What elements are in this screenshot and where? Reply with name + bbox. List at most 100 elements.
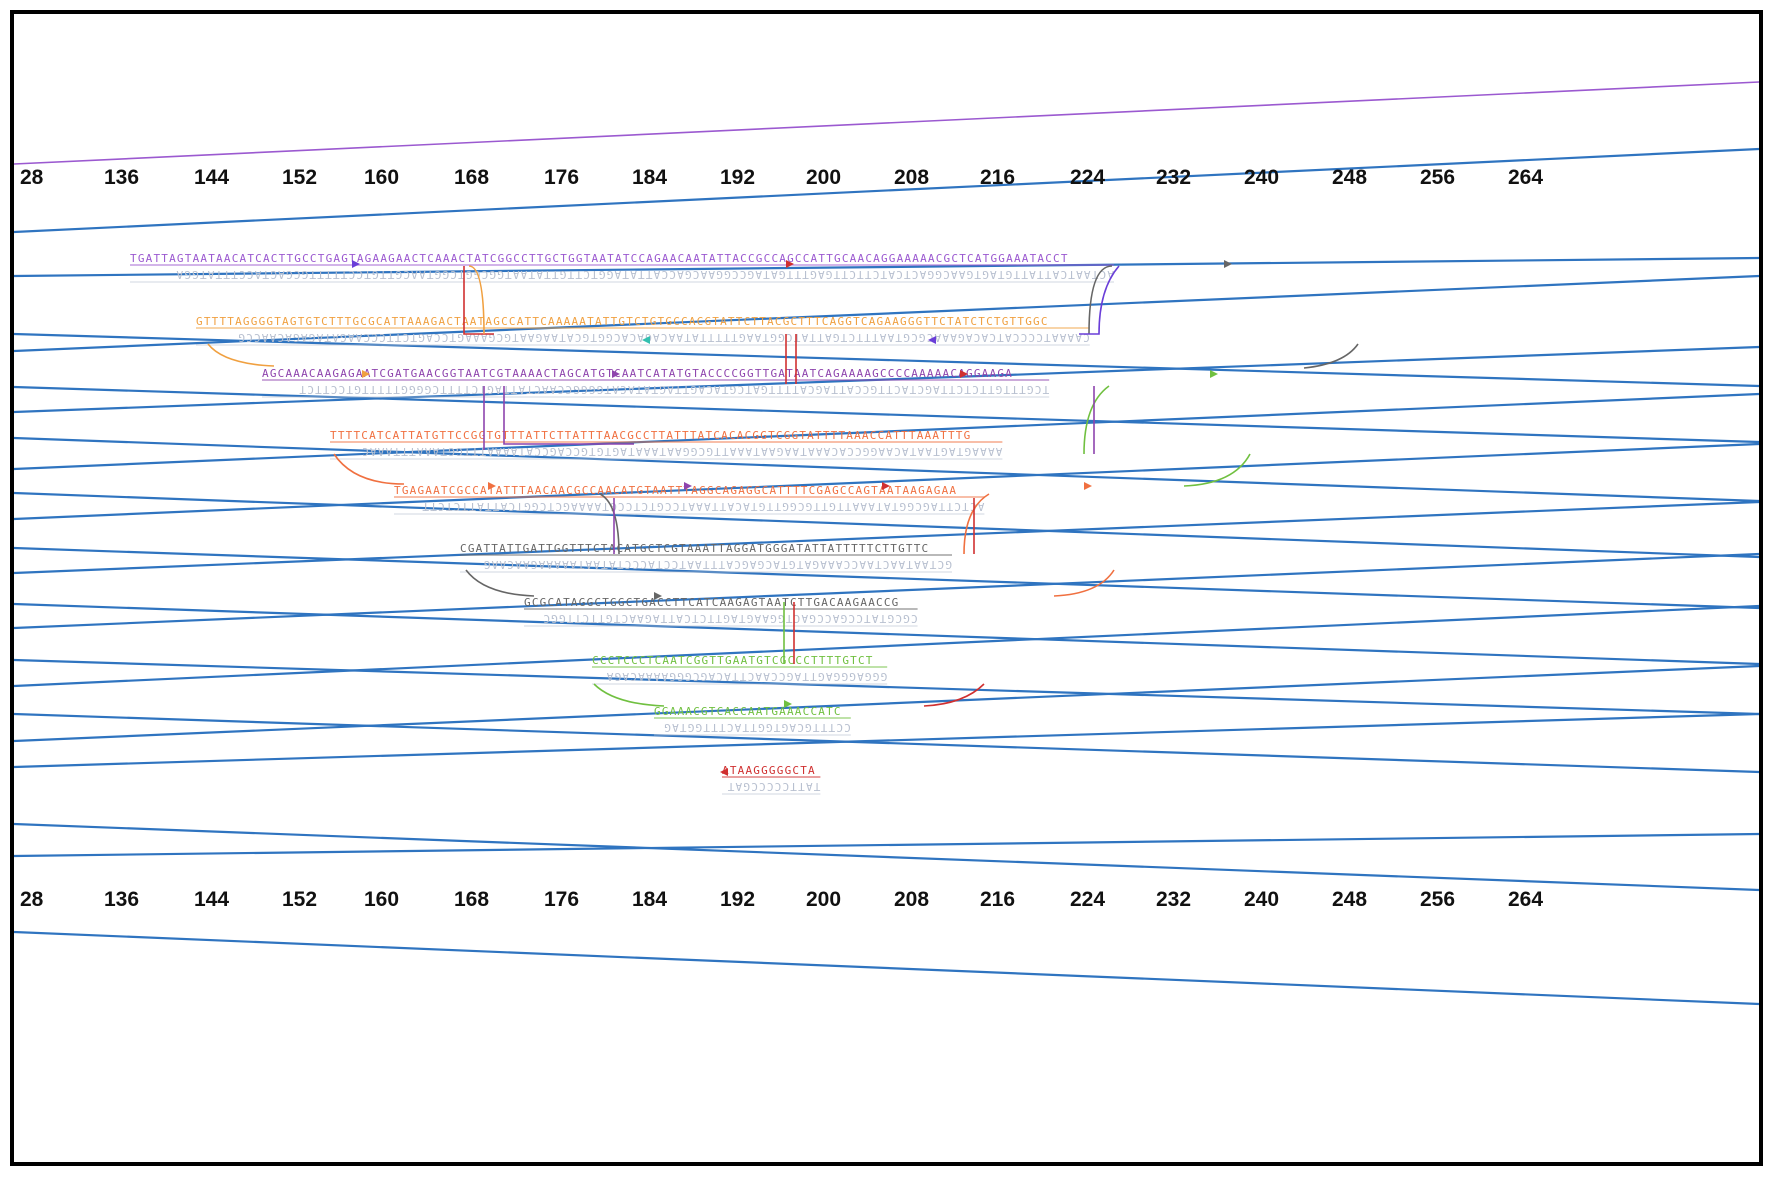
- strand-top-sequence: GCGCATAGGCTGGCTGACCTTCATCAAGAGTAATCTTGAC…: [524, 596, 899, 609]
- strand-top-sequence: AGCAAACAAGAGAATCGATGAACGGTAATCGTAAAACTAG…: [262, 367, 1013, 380]
- strand-top-sequence: GTTTTAGGGGTAGTGTCTTTGCGCATTAAAGACTAATAGC…: [196, 315, 1049, 328]
- ruler-top-tick-label: 224: [1070, 166, 1105, 189]
- strand-top-sequence: TTTTCATCATTATGTTCCGGTGTTTATTCTTATTTAACGC…: [330, 429, 971, 442]
- ruler-bottom-tick-label: 240: [1244, 888, 1279, 911]
- scaffold-lines: [14, 81, 1759, 1006]
- strand-bottom-sequence: ACTCTTAGCGGTATAAATTGTTGCGGTTGTACATTAAATC…: [421, 500, 984, 513]
- scaffold-line: [14, 256, 1759, 278]
- strand-top-sequence: TGAGAATCGCCATATTTAACAACGCCAACATGTAATTTAG…: [394, 484, 957, 497]
- scaffold-line: [14, 442, 1759, 521]
- scaffold-line: [14, 822, 1759, 892]
- strand-arrowhead: [1084, 482, 1092, 490]
- ruler-bottom-tick-label: 176: [544, 888, 579, 911]
- strand-arrowhead: [362, 370, 370, 378]
- ruler-top-tick-label: 152: [282, 166, 317, 189]
- ruler-bottom-tick-label: 168: [454, 888, 489, 911]
- scaffold-line: [14, 604, 1759, 688]
- ruler-bottom-tick-label: 160: [364, 888, 399, 911]
- scaffold-line: [14, 332, 1759, 388]
- strand-top-sequence: GGAAACGTCACCAATGAAACCATC: [654, 705, 842, 718]
- strand-bottom-sequence: GGGAGGGAGTTAGCCAACTTACAGCGGGAAAACAGA: [606, 670, 888, 683]
- staple-connector: [1303, 343, 1359, 369]
- staple-connector: [503, 386, 634, 445]
- ruler-bottom-tick-label: 224: [1070, 888, 1105, 911]
- strand-arrowhead: [882, 482, 890, 490]
- staple-connector: [1079, 265, 1120, 335]
- scaffold-line: [14, 147, 1759, 234]
- ruler-top-tick-label: 144: [194, 166, 229, 189]
- scaffold-line: [14, 930, 1759, 1006]
- scaffold-line: [14, 832, 1759, 858]
- scaffold-line: [14, 712, 1759, 769]
- staple-connector: [1083, 385, 1110, 455]
- ruler-top-tick-label: 240: [1244, 166, 1279, 189]
- strand-rows: TGATTAGTAATAACATCACTTGCCTGAGTAGAAGAACTCA…: [130, 252, 1114, 795]
- strand-arrowhead: [720, 768, 728, 776]
- strand-bottom-sequence: CGCGTATCCGACCGACTGGAAGTAGTTCTCATTAGAACTG…: [542, 612, 917, 625]
- staple-connections: [207, 260, 1359, 776]
- strand-arrowhead: [928, 336, 936, 344]
- strand-bottom-sequence: AAAAGTAGTAATACAAGGCCACAAATAAGAATAAATTGCG…: [361, 445, 1002, 458]
- staple-connector: [207, 343, 275, 367]
- ruler-top-tick-label: 28: [20, 166, 44, 189]
- strand-top-sequence: ATAAGGGGGCTA: [722, 764, 816, 777]
- strand-top-sequence: TGATTAGTAATAACATCACTTGCCTGAGTAGAAGAACTCA…: [130, 252, 1069, 265]
- ruler-bottom: 28 136 144 152 160 168 176 184 192 200 208 216 224 23…: [20, 888, 1543, 911]
- ruler-bottom-tick-label: 248: [1332, 888, 1367, 911]
- staple-connector: [593, 683, 665, 707]
- staple-connector: [1183, 453, 1251, 487]
- strand-bottom-sequence: GCTAATAACTAACCAAAGATGTACGAGCATTTAATCCTAC…: [483, 558, 952, 571]
- ruler-top-tick-label: 208: [894, 166, 929, 189]
- ruler-top-tick-label: 256: [1420, 166, 1455, 189]
- ruler-bottom-tick-label: 28: [20, 888, 44, 911]
- ruler-top-tick-label: 184: [632, 166, 667, 189]
- strand-arrowhead: [352, 260, 360, 268]
- ruler-bottom-tick-label: 216: [980, 888, 1015, 911]
- ruler-bottom-tick-label: 232: [1156, 888, 1191, 911]
- scaffold-line: [14, 385, 1759, 444]
- scaffold-line: [14, 546, 1759, 610]
- staple-connector: [923, 683, 985, 707]
- strand-bottom-sequence: TCGTTTGTTCTCTTAGCTACTTGCCATTAGCATTTTGATC…: [298, 383, 1049, 396]
- strand-arrowhead: [786, 260, 794, 268]
- staple-connector: [465, 569, 535, 597]
- staple-connector: [1088, 265, 1113, 335]
- scaffold-line: [14, 664, 1759, 743]
- strand-bottom-sequence: ACTAATCATTATTGTAGTGAACGGACTCATCTTCTTGAGT…: [175, 268, 1114, 281]
- dna-origami-diagram: 28 136 144 152 160 168 176 184 192 200 208 216 224 23…: [14, 81, 1759, 1006]
- scaffold-line: [14, 658, 1759, 716]
- ruler-bottom-tick-label: 184: [632, 888, 667, 911]
- scaffold-line: [14, 712, 1759, 774]
- ruler-bottom-tick-label: 144: [194, 888, 229, 911]
- ruler-bottom-tick-label: 200: [806, 888, 841, 911]
- staple-connector: [1053, 569, 1115, 597]
- strand-top-sequence: CGATTATTGATTGGTTTCTACATGCTCGTAAATTAGGATG…: [460, 542, 929, 555]
- scaffold-line: [14, 392, 1759, 471]
- strand-arrowhead: [488, 482, 496, 490]
- staple-connector: [333, 453, 405, 485]
- ruler-bottom-tick-label: 152: [282, 888, 317, 911]
- ruler-top-tick-label: 232: [1156, 166, 1191, 189]
- strand-bottom-sequence: TATTCCCCCGAT: [727, 780, 821, 793]
- scaffold-line: [14, 81, 1759, 165]
- ruler-top-tick-label: 160: [364, 166, 399, 189]
- scaffold-line: [14, 500, 1759, 575]
- strand-arrowhead: [1224, 260, 1232, 268]
- strand-arrowhead: [960, 370, 968, 378]
- ruler-top-tick-label: 248: [1332, 166, 1367, 189]
- ruler-top-tick-label: 200: [806, 166, 841, 189]
- ruler-top-tick-label: 192: [720, 166, 755, 189]
- ruler-bottom-tick-label: 192: [720, 888, 755, 911]
- staple-connector: [963, 493, 990, 555]
- ruler-top-tick-label: 168: [454, 166, 489, 189]
- staple-connector: [468, 265, 485, 335]
- ruler-top-tick-label: 216: [980, 166, 1015, 189]
- strand-bottom-sequence: CCTTTGCAGTGGTTACTTTGGTAG: [663, 721, 851, 734]
- strand-arrowhead: [1210, 370, 1218, 378]
- scaffold-line: [14, 436, 1759, 503]
- strand-arrowhead: [612, 370, 620, 378]
- ruler-bottom-tick-label: 264: [1508, 888, 1543, 911]
- scaffold-line: [14, 274, 1759, 353]
- scaffold-line: [14, 491, 1759, 559]
- ruler-bottom-tick-label: 136: [104, 888, 139, 911]
